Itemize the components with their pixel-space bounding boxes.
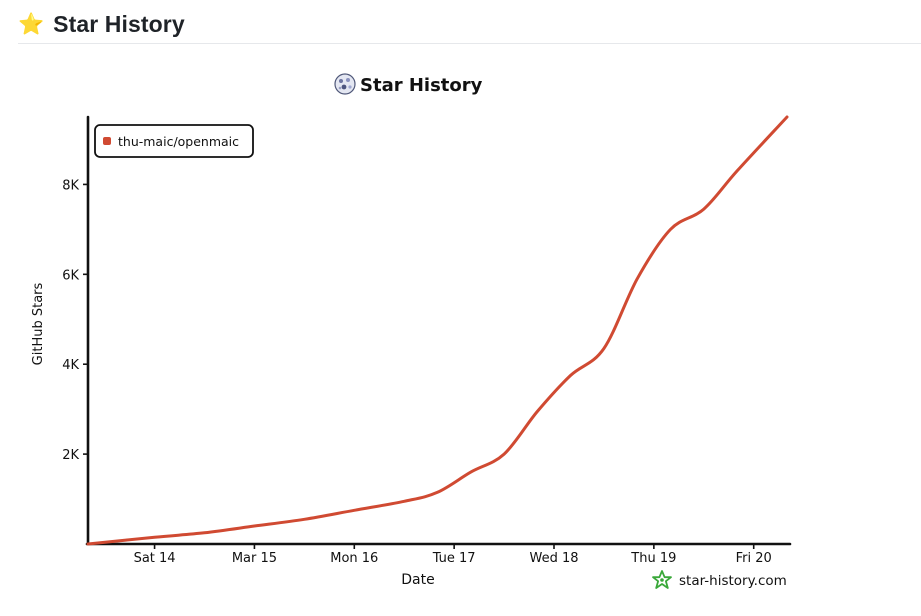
y-axis-label: GitHub Stars	[31, 282, 46, 365]
star-history-logo-icon	[652, 570, 672, 589]
y-tick-label: 2K	[62, 448, 79, 463]
x-ticks: Sat 14 Mar 15 Mon 16 Tue 17 Wed 18 Thu 19 Fri …	[134, 544, 772, 566]
legend-box	[94, 124, 254, 158]
page-title: Star History	[53, 10, 185, 37]
brand-text: star-history.com	[679, 573, 787, 589]
y-tick-label: 8K	[62, 178, 79, 193]
chart-title-group: Star History	[334, 73, 483, 96]
y-tick-label: 6K	[62, 268, 79, 283]
series-line	[86, 115, 789, 546]
legend-label: thu-maic/openmaic	[118, 134, 239, 149]
x-tick-label: Mar 15	[232, 551, 277, 566]
legend: thu-maic/openmaic	[94, 124, 254, 158]
legend-swatch	[103, 137, 111, 145]
brand-watermark: star-history.com	[652, 570, 787, 589]
x-tick-label: Mon 16	[330, 551, 378, 566]
y-ticks: 2K 4K 6K 8K	[62, 178, 88, 463]
x-axis-label: Date	[401, 572, 434, 588]
x-tick-label: Fri 20	[736, 551, 772, 566]
openmaic-avatar-icon	[334, 73, 356, 95]
y-tick-label: 4K	[62, 358, 79, 373]
chart-title: Star History	[360, 75, 483, 96]
x-tick-label: Sat 14	[134, 551, 176, 566]
x-tick-label: Tue 17	[432, 551, 476, 566]
star-icon: ⭐	[18, 11, 45, 36]
x-tick-label: Thu 19	[630, 551, 676, 566]
series-layer	[86, 115, 789, 546]
x-tick-label: Wed 18	[529, 551, 578, 566]
page-header: ⭐ Star History	[18, 5, 921, 44]
